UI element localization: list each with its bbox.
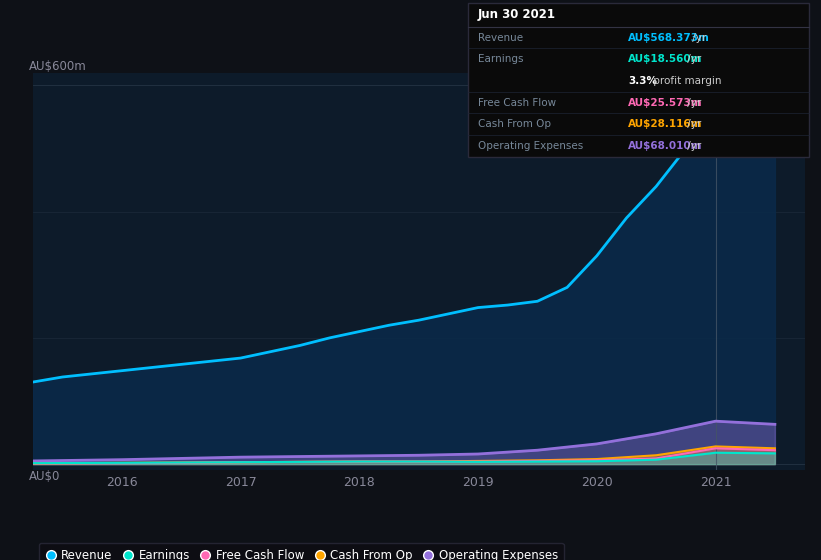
Text: /yr: /yr — [684, 54, 701, 64]
Text: AU$0: AU$0 — [29, 470, 61, 483]
Text: Jun 30 2021: Jun 30 2021 — [478, 8, 556, 21]
Text: AU$25.573m: AU$25.573m — [628, 97, 703, 108]
Text: Operating Expenses: Operating Expenses — [478, 141, 583, 151]
Text: Cash From Op: Cash From Op — [478, 119, 551, 129]
Text: Revenue: Revenue — [478, 32, 523, 43]
Text: 3.3%: 3.3% — [628, 76, 657, 86]
Text: AU$18.560m: AU$18.560m — [628, 54, 703, 64]
Text: /yr: /yr — [690, 32, 707, 43]
Text: AU$28.116m: AU$28.116m — [628, 119, 703, 129]
Text: Earnings: Earnings — [478, 54, 523, 64]
Text: AU$68.010m: AU$68.010m — [628, 141, 703, 151]
Text: AU$600m: AU$600m — [29, 60, 87, 73]
Text: profit margin: profit margin — [650, 76, 722, 86]
Text: /yr: /yr — [684, 141, 701, 151]
Text: /yr: /yr — [684, 97, 701, 108]
Legend: Revenue, Earnings, Free Cash Flow, Cash From Op, Operating Expenses: Revenue, Earnings, Free Cash Flow, Cash … — [39, 543, 564, 560]
Text: Free Cash Flow: Free Cash Flow — [478, 97, 556, 108]
Text: AU$568.373m: AU$568.373m — [628, 32, 710, 43]
Text: /yr: /yr — [684, 119, 701, 129]
